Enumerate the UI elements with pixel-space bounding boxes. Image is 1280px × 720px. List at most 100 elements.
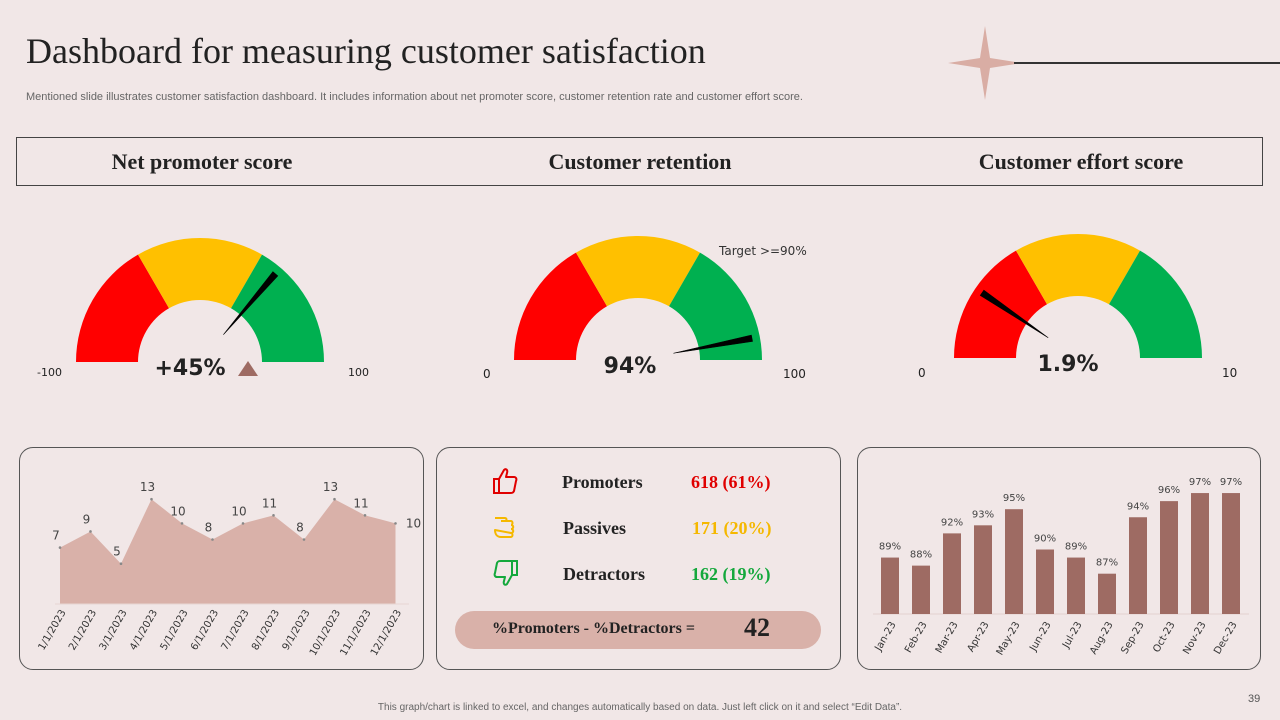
effort-gauge-green-band bbox=[1109, 250, 1202, 358]
area-data-label: 7 bbox=[52, 529, 60, 543]
passives-value: 171 (20%) bbox=[692, 518, 772, 538]
nps-max-label: 100 bbox=[348, 366, 369, 379]
nps-formula-value: 42 bbox=[744, 613, 770, 642]
bar bbox=[1036, 549, 1054, 614]
area-point bbox=[394, 522, 397, 525]
promoters-value: 618 (61%) bbox=[691, 472, 771, 492]
pointer-triangle-icon bbox=[238, 361, 258, 376]
nps-formula-pill bbox=[455, 611, 821, 649]
bar bbox=[912, 565, 930, 614]
bar-x-tick-label: May-23 bbox=[995, 620, 1023, 657]
retention-gauge-green-band bbox=[669, 252, 762, 360]
kpi-header-box bbox=[16, 137, 1263, 186]
bar-x-tick-label: Jun-23 bbox=[1028, 620, 1054, 654]
bar-x-tick-label: Mar-23 bbox=[934, 620, 961, 655]
nps-trend-area-chart[interactable]: 7 1/1/2023 9 2/1/2023 5 3/1/2023 13 4/1/2023 10 5… bbox=[19, 447, 424, 670]
retention-gauge[interactable] bbox=[508, 234, 768, 366]
area-data-label: 8 bbox=[296, 521, 304, 535]
nps-gauge[interactable] bbox=[70, 236, 330, 368]
area-point bbox=[302, 538, 306, 541]
bar bbox=[1005, 509, 1023, 614]
area-data-label: 5 bbox=[113, 545, 121, 559]
page-number: 39 bbox=[1248, 693, 1261, 705]
bar-data-label: 89% bbox=[1065, 542, 1087, 553]
passives-label: Passives bbox=[563, 518, 626, 538]
nps-min-label: -100 bbox=[37, 366, 62, 379]
area-x-tick-label: 4/1/2023 bbox=[128, 608, 160, 652]
area-point bbox=[241, 522, 245, 525]
bar-x-tick-label: Oct-23 bbox=[1151, 620, 1177, 655]
area-point bbox=[333, 497, 336, 501]
bar bbox=[1222, 493, 1240, 614]
retention-header: Customer retention bbox=[548, 149, 732, 174]
effort-gauge[interactable] bbox=[948, 232, 1208, 364]
area-x-tick-label: 1/1/2023 bbox=[37, 608, 69, 652]
area-data-label: 13 bbox=[323, 480, 338, 494]
retention-max-label: 100 bbox=[783, 367, 806, 381]
area-point bbox=[272, 514, 275, 517]
area-data-label: 10 bbox=[406, 516, 421, 530]
area-point bbox=[150, 497, 153, 501]
area-data-label: 9 bbox=[83, 512, 91, 526]
retention-target-label: Target >=90% bbox=[719, 244, 807, 258]
effort-gauge-needle bbox=[979, 289, 1049, 339]
bar-data-label: 93% bbox=[972, 509, 994, 520]
bar-x-tick-label: Jul-23 bbox=[1060, 620, 1084, 651]
bar-data-label: 94% bbox=[1127, 501, 1149, 512]
bar-x-tick-label: Apr-23 bbox=[966, 620, 992, 654]
area-point bbox=[119, 562, 123, 565]
promoters-label: Promoters bbox=[562, 472, 643, 492]
bar-x-tick-label: Nov-23 bbox=[1181, 620, 1208, 656]
area-x-tick-label: 5/1/2023 bbox=[159, 608, 191, 652]
area-x-tick-label: 9/1/2023 bbox=[281, 608, 313, 652]
thumbs-down-icon bbox=[493, 560, 518, 586]
bar bbox=[881, 557, 899, 614]
bar-data-label: 95% bbox=[1003, 493, 1025, 504]
bar bbox=[1191, 493, 1209, 614]
bar-data-label: 87% bbox=[1096, 558, 1118, 569]
nps-gauge-needle bbox=[223, 271, 279, 335]
effort-header: Customer effort score bbox=[978, 149, 1184, 174]
effort-min-label: 0 bbox=[918, 366, 926, 380]
fist-icon bbox=[494, 517, 515, 538]
bar-x-tick-label: Feb-23 bbox=[903, 620, 930, 655]
area-point bbox=[211, 538, 214, 541]
bar-data-label: 97% bbox=[1189, 477, 1211, 488]
area-x-tick-label: 3/1/2023 bbox=[98, 608, 130, 652]
retention-gauge-red-band bbox=[514, 252, 607, 360]
effort-value: 1.9% bbox=[1037, 352, 1099, 377]
retention-gauge-yellow-band bbox=[576, 236, 700, 307]
thumbs-up-icon bbox=[493, 468, 518, 494]
bar bbox=[1129, 517, 1147, 614]
bar bbox=[1160, 501, 1178, 614]
area-x-tick-label: 8/1/2023 bbox=[250, 608, 282, 652]
area-point bbox=[89, 530, 92, 533]
area-data-label: 8 bbox=[205, 521, 213, 535]
detractors-label: Detractors bbox=[563, 564, 645, 584]
bar-x-tick-label: Jan-23 bbox=[873, 620, 899, 654]
area-point bbox=[180, 522, 184, 525]
area-data-label: 13 bbox=[140, 480, 155, 494]
area-data-label: 11 bbox=[353, 496, 368, 510]
bar-x-tick-label: Dec-23 bbox=[1212, 620, 1239, 656]
bar-data-label: 90% bbox=[1034, 534, 1056, 545]
nps-formula-label: %Promoters - %Detractors = bbox=[492, 620, 695, 637]
nps-gauge-green-band bbox=[231, 254, 324, 362]
nps-value: +45% bbox=[154, 356, 226, 381]
page-title: Dashboard for measuring customer satisfa… bbox=[26, 31, 706, 71]
area-x-tick-label: 7/1/2023 bbox=[220, 608, 252, 652]
effort-max-label: 10 bbox=[1222, 366, 1238, 380]
bar-data-label: 96% bbox=[1158, 485, 1180, 496]
bar-data-label: 88% bbox=[910, 550, 932, 561]
area-x-tick-label: 2/1/2023 bbox=[67, 608, 99, 652]
bar bbox=[1098, 573, 1116, 614]
area-point bbox=[363, 514, 367, 517]
area-data-label: 11 bbox=[262, 496, 277, 510]
area-x-tick-label: 12/1/2023 bbox=[369, 608, 404, 658]
area-x-tick-label: 11/1/2023 bbox=[338, 608, 373, 658]
detractors-value: 162 (19%) bbox=[691, 564, 771, 584]
nps-header: Net promoter score bbox=[111, 149, 293, 174]
effort-gauge-yellow-band bbox=[1016, 234, 1140, 305]
retention-monthly-bar-chart[interactable]: 89% Jan-23 88% Feb-23 92% Mar-23 93% Apr-23 95% M… bbox=[857, 447, 1261, 670]
area-x-tick-label: 10/1/2023 bbox=[308, 608, 343, 658]
